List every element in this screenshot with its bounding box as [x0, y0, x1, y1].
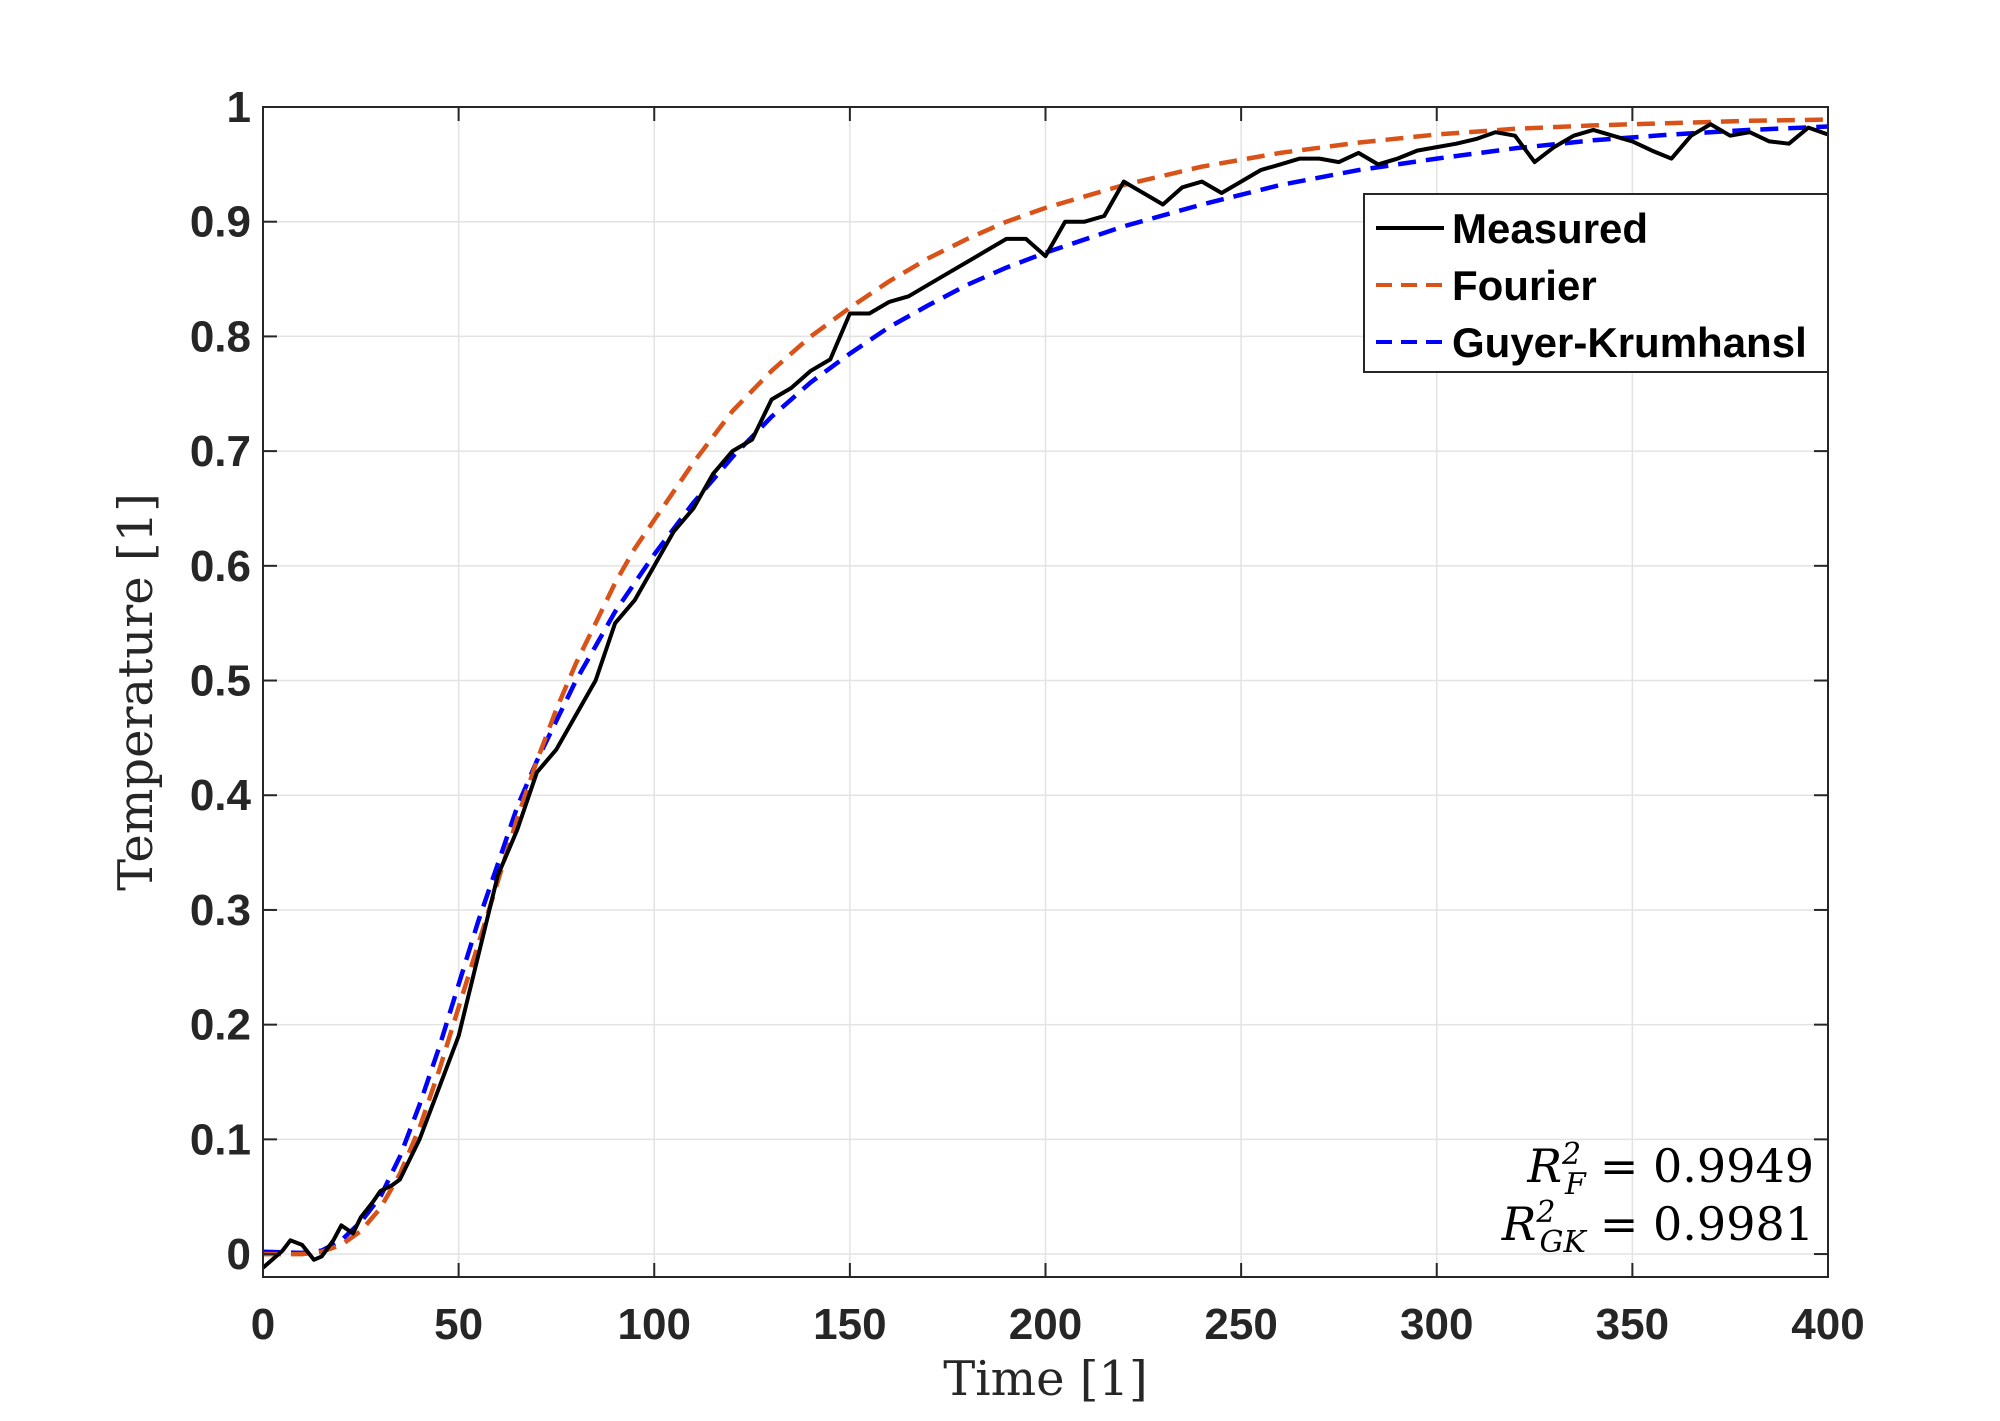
y-tick-labels: 0 0.1 0.2 0.3 0.4 0.5 0.6 0.7 0.8 0.9 1 [190, 83, 252, 1279]
r2-f-base: R [1526, 1139, 1562, 1193]
x-tick-label: 50 [434, 1300, 483, 1349]
axis-ticks [262, 106, 1829, 1277]
x-tick-label: 200 [1009, 1300, 1082, 1349]
legend: Measured Fourier Guyer-Krumhansl [1363, 193, 1829, 373]
r2-f-sub: F [1564, 1167, 1587, 1202]
legend-entry-label: Fourier [1452, 262, 1597, 309]
r2-f-sup: 2 [1561, 1137, 1581, 1172]
x-axis-label: Time [1] [943, 1351, 1148, 1407]
r2-gk-sub: GK [1539, 1225, 1587, 1260]
y-tick-label: 0.9 [190, 198, 251, 247]
series-line-fourier [263, 117, 1829, 1257]
r2-f-value: = 0.9949 [1600, 1139, 1814, 1193]
y-tick-label: 0.5 [190, 657, 251, 706]
series-layer [261, 117, 1829, 1270]
x-tick-label: 100 [618, 1300, 691, 1349]
series-line-measured [261, 122, 1829, 1270]
legend-entry-label: Measured [1452, 205, 1648, 252]
y-tick-label: 0.6 [190, 542, 251, 591]
x-tick-label: 400 [1791, 1300, 1864, 1349]
r-squared-annotations: R2 F = 0.9949 R2 GK = 0.9981 [1501, 1137, 1814, 1260]
r2-fourier-annotation: R2 F = 0.9949 [1526, 1137, 1814, 1202]
x-tick-label: 0 [251, 1300, 275, 1349]
r2-gk-base: R [1501, 1197, 1537, 1251]
x-tick-label: 350 [1596, 1300, 1669, 1349]
y-axis-label: Temperature [1] [108, 493, 164, 891]
x-tick-label: 150 [813, 1300, 886, 1349]
y-tick-label: 0.3 [190, 886, 251, 935]
y-tick-label: 0.8 [190, 312, 251, 361]
y-tick-label: 0.2 [190, 1001, 251, 1050]
y-tick-label: 0.7 [190, 427, 251, 476]
r2-gk-value: = 0.9981 [1600, 1197, 1814, 1251]
y-tick-label: 0.4 [190, 771, 252, 820]
y-tick-label: 1 [227, 83, 251, 132]
x-tick-labels: 0 50 100 150 200 250 300 350 400 [251, 1300, 1865, 1349]
r2-gk-sup: 2 [1535, 1195, 1555, 1230]
x-tick-label: 300 [1400, 1300, 1473, 1349]
x-tick-label: 250 [1204, 1300, 1277, 1349]
y-tick-label: 0 [227, 1230, 251, 1279]
r2-gk-annotation: R2 GK = 0.9981 [1501, 1195, 1814, 1260]
legend-entry-label: Guyer-Krumhansl [1452, 319, 1807, 366]
y-tick-label: 0.1 [190, 1115, 251, 1164]
